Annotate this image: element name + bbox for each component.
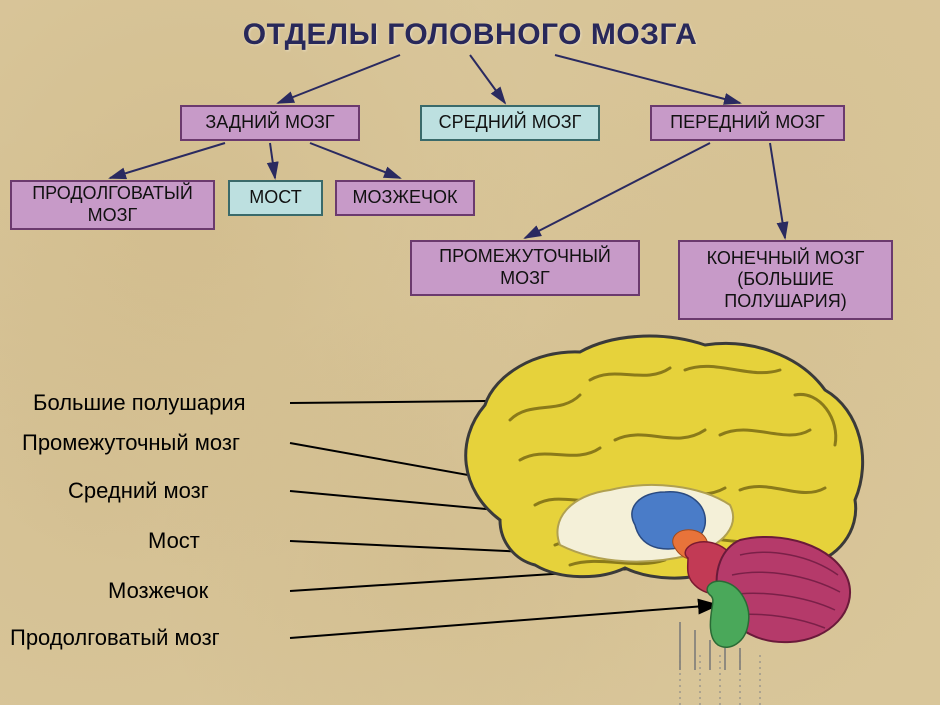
box-cerebellum: МОЗЖЕЧОК <box>335 180 475 216</box>
label-medulla: Продолговатый мозг <box>10 625 220 651</box>
diagram-title: ОТДЕЛЫ ГОЛОВНОГО МОЗГА <box>0 18 940 52</box>
label-diencephalon: Промежуточный мозг <box>22 430 240 456</box>
box-front-brain: ПЕРЕДНИЙ МОЗГ <box>650 105 845 141</box>
box-diencephalon: ПРОМЕЖУТОЧНЫЙМОЗГ <box>410 240 640 296</box>
box-endbrain: КОНЕЧНЫЙ МОЗГ(БОЛЬШИЕПОЛУШАРИЯ) <box>678 240 893 320</box>
label-pons: Мост <box>148 528 200 554</box>
label-cerebrum: Большие полушария <box>33 390 246 416</box>
brain-illustration <box>440 330 880 670</box>
box-medulla: ПРОДОЛГОВАТЫЙМОЗГ <box>10 180 215 230</box>
box-mid-brain: СРЕДНИЙ МОЗГ <box>420 105 600 141</box>
label-midbrain: Средний мозг <box>68 478 209 504</box>
box-rear-brain: ЗАДНИЙ МОЗГ <box>180 105 360 141</box>
box-pons: МОСТ <box>228 180 323 216</box>
label-cerebellum: Мозжечок <box>108 578 208 604</box>
